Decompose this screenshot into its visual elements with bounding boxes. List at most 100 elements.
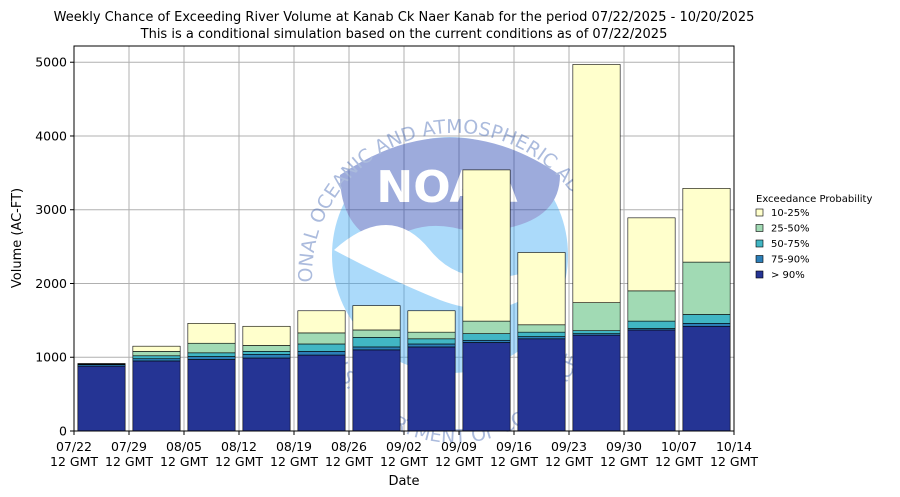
bar-segment-p50_75 bbox=[462, 333, 511, 341]
x-tick-label-time: 12 GMT bbox=[655, 454, 703, 469]
bar-segment-p50_75 bbox=[242, 351, 291, 355]
x-tick-label-date: 08/26 bbox=[331, 439, 367, 454]
bar-segment-p10_25 bbox=[462, 169, 511, 322]
x-tick-label-time: 12 GMT bbox=[710, 454, 758, 469]
bar-segment-p90 bbox=[682, 325, 731, 432]
bar-segment-p75_90 bbox=[462, 339, 511, 343]
bar-segment-p25_50 bbox=[627, 290, 676, 322]
x-tick-label-time: 12 GMT bbox=[105, 454, 153, 469]
x-tick-label-time: 12 GMT bbox=[270, 454, 318, 469]
x-tick-label-time: 12 GMT bbox=[50, 454, 98, 469]
bar-segment-p25_50 bbox=[517, 324, 566, 333]
bar-segment-p10_25 bbox=[242, 325, 291, 346]
bar-segment-p25_50 bbox=[187, 342, 236, 354]
legend-label: 25-50% bbox=[771, 224, 810, 235]
bar-segment-p25_50 bbox=[407, 331, 456, 340]
x-tick-label-time: 12 GMT bbox=[435, 454, 483, 469]
x-tick-label-time: 12 GMT bbox=[380, 454, 428, 469]
bar-segment-p50_75 bbox=[407, 338, 456, 345]
bar-segment-p10_25 bbox=[517, 252, 566, 326]
bar-segment-p50_75 bbox=[682, 314, 731, 324]
x-tick-label-date: 07/22 bbox=[56, 439, 92, 454]
bar-segment-p25_50 bbox=[682, 261, 731, 315]
bar-segment-p75_90 bbox=[132, 358, 181, 362]
x-tick-label-date: 10/14 bbox=[716, 439, 752, 454]
bar-segment-p90 bbox=[187, 359, 236, 432]
y-tick-label: 4000 bbox=[35, 128, 67, 143]
bar-segment-p25_50 bbox=[297, 332, 346, 345]
bar-segment-p90 bbox=[77, 365, 126, 432]
legend-label: > 90% bbox=[771, 270, 805, 281]
legend-swatch bbox=[755, 208, 764, 217]
x-tick-label-time: 12 GMT bbox=[600, 454, 648, 469]
x-tick-label-date: 09/02 bbox=[386, 439, 422, 454]
bar-segment-p90 bbox=[627, 329, 676, 432]
x-tick-label-date: 08/05 bbox=[166, 439, 202, 454]
y-tick-label: 2000 bbox=[35, 276, 67, 291]
bar-segment-p25_50 bbox=[132, 351, 181, 357]
bar-segment-p90 bbox=[517, 338, 566, 432]
x-tick-label-date: 09/23 bbox=[551, 439, 587, 454]
legend-label: 75-90% bbox=[771, 255, 810, 266]
bar-segment-p25_50 bbox=[242, 345, 291, 352]
chart-subtitle: This is a conditional simulation based o… bbox=[140, 27, 668, 42]
bar-segment-p10_25 bbox=[407, 310, 456, 333]
x-tick-label-date: 08/19 bbox=[276, 439, 312, 454]
x-tick-label-time: 12 GMT bbox=[490, 454, 538, 469]
x-tick-label-time: 12 GMT bbox=[160, 454, 208, 469]
bar-segment-p25_50 bbox=[352, 329, 401, 338]
bar-segment-p90 bbox=[242, 357, 291, 432]
bar-segment-p50_75 bbox=[517, 331, 566, 337]
chart-title: Weekly Chance of Exceeding River Volume … bbox=[54, 10, 755, 25]
bar-segment-p75_90 bbox=[297, 351, 346, 356]
bar-segment-p75_90 bbox=[407, 343, 456, 348]
bar-segment-p25_50 bbox=[462, 320, 511, 334]
bar-segment-p75_90 bbox=[352, 346, 401, 351]
legend-swatch bbox=[755, 255, 764, 263]
y-axis-ticks: 0 1000 2000 3000 4000 5000 bbox=[35, 55, 74, 439]
bar-segment-p50_75 bbox=[132, 355, 181, 360]
x-axis-label: Date bbox=[388, 474, 419, 489]
x-tick-label-time: 12 GMT bbox=[215, 454, 263, 469]
bar-segment-p50_75 bbox=[352, 337, 401, 348]
legend-swatch bbox=[755, 224, 764, 232]
x-tick-label-date: 09/30 bbox=[606, 439, 642, 454]
y-tick-label: 0 bbox=[59, 424, 67, 439]
bar-segment-p50_75 bbox=[297, 343, 346, 352]
legend-label: 50-75% bbox=[771, 239, 810, 250]
bar-segment-p90 bbox=[572, 334, 621, 432]
bar-segment-p75_90 bbox=[682, 323, 731, 327]
y-tick-label: 1000 bbox=[35, 350, 67, 365]
bar-segment-p75_90 bbox=[517, 336, 566, 340]
bar-segment-p10_25 bbox=[187, 323, 236, 344]
bar-segment-p50_75 bbox=[572, 330, 621, 334]
y-tick-label: 5000 bbox=[35, 55, 67, 70]
bar-segment-p10_25 bbox=[627, 217, 676, 292]
bar-segment-p75_90 bbox=[242, 353, 291, 359]
x-tick-label-date: 09/16 bbox=[496, 439, 532, 454]
y-tick-label: 3000 bbox=[35, 202, 67, 217]
x-tick-label-date: 08/12 bbox=[221, 439, 257, 454]
legend-swatch bbox=[755, 270, 764, 279]
bar-segment-p10_25 bbox=[682, 188, 731, 263]
bar-segment-p10_25 bbox=[132, 345, 181, 352]
bar-segment-p90 bbox=[132, 360, 181, 432]
x-tick-label-time: 12 GMT bbox=[545, 454, 593, 469]
legend: Exceedance Probability 10-25% 25-50% 50-75… bbox=[755, 194, 872, 281]
x-tick-label-date: 07/29 bbox=[111, 439, 147, 454]
bar-segment-p10_25 bbox=[352, 305, 401, 331]
legend-swatch bbox=[755, 239, 764, 248]
legend-title: Exceedance Probability bbox=[756, 194, 872, 205]
bar-segment-p90 bbox=[352, 349, 401, 432]
y-axis-label: Volume (AC-FT) bbox=[10, 188, 25, 288]
x-tick-label-date: 10/07 bbox=[661, 439, 697, 454]
legend-label: 10-25% bbox=[771, 208, 810, 219]
x-tick-label-time: 12 GMT bbox=[325, 454, 373, 469]
bar-segment-p90 bbox=[462, 342, 511, 432]
bar-segment-p10_25 bbox=[297, 310, 346, 334]
bar-segment-p75_90 bbox=[187, 356, 236, 360]
bar-segment-p25_50 bbox=[572, 302, 621, 331]
bar-segment-p50_75 bbox=[187, 352, 236, 357]
